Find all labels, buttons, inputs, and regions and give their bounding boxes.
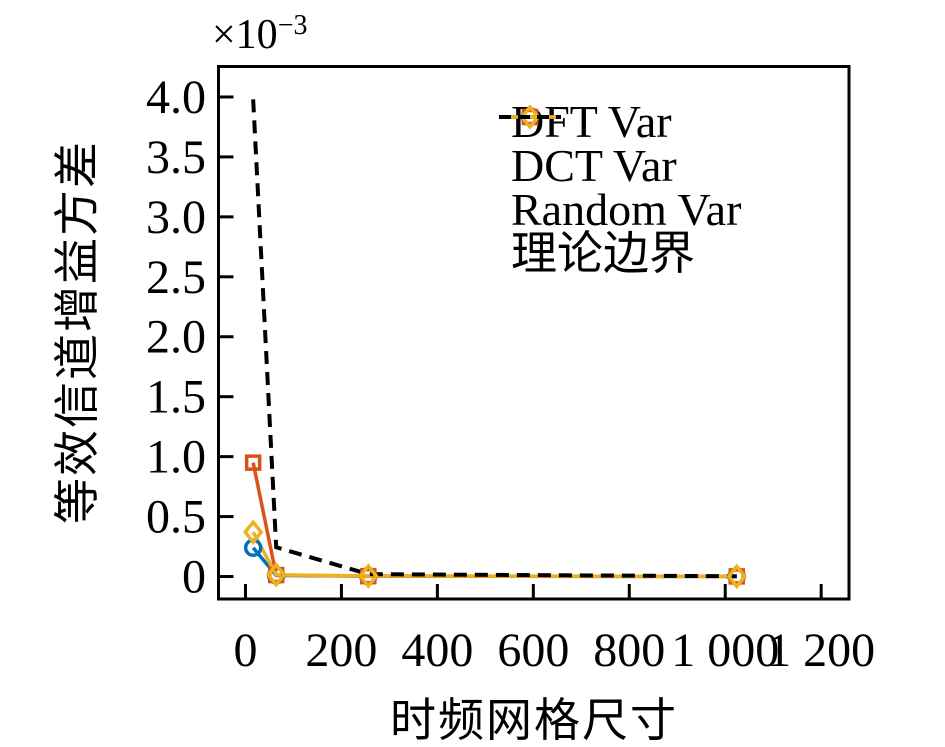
y-tick-label: 0 [182,551,206,604]
diamond-marker [358,563,379,589]
legend-label: DCT Var [511,140,677,191]
y-tick-label: 3.5 [146,131,206,184]
x-tick-label: 400 [401,624,473,677]
series-line-dft-var [251,546,737,579]
series-line-dct-var [251,462,737,579]
legend: DFT Var DCT Var Random Var 理论边界 [498,99,742,279]
legend-item-random-var: Random Var [498,104,742,235]
x-tick-label: 800 [593,624,665,677]
x-tick-label: 600 [497,624,569,677]
y-axis-offset-exponent: −3 [277,10,308,41]
legend-sample-dashed [499,115,561,119]
y-tick-label: 1.5 [146,371,206,424]
y-axis-offset-label: ×10−3 [212,10,307,59]
legend-item-理论边界: 理论边界 [498,115,741,279]
diamond-marker [242,519,264,545]
y-tick-label: 3.0 [146,191,206,244]
legend-label: Random Var [511,184,742,235]
legend-label: 理论边界 [511,228,695,279]
y-tick-label: 0.5 [146,491,206,544]
diamond-marker [726,563,747,590]
y-axis-offset-base: ×10 [212,12,278,58]
y-tick-label: 4.0 [146,71,206,124]
y-tick-label: 2.5 [146,251,206,304]
y-tick-label: 2.0 [146,311,206,364]
square-marker [244,454,262,471]
diamond-marker [265,561,287,588]
series-line-random-var [251,531,737,579]
x-tick-label: 1 200 [767,624,875,677]
x-tick-label: 1 000 [671,624,779,677]
x-axis-label: 时频网格尺寸 [390,695,678,746]
legend-item-dct-var: DCT Var [498,108,741,191]
diamond-marker [519,104,541,130]
x-tick-label: 0 [233,624,257,677]
y-axis-label: 等效信道增益方差 [52,140,103,524]
y-tick-label: 1.0 [146,431,206,484]
x-tick-label: 200 [305,624,377,677]
